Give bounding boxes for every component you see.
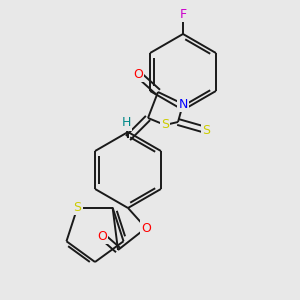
Text: O: O: [133, 68, 143, 80]
Text: S: S: [161, 118, 169, 131]
Text: O: O: [141, 221, 151, 235]
Text: N: N: [178, 98, 188, 110]
Text: S: S: [74, 201, 81, 214]
Text: S: S: [202, 124, 210, 136]
Text: O: O: [97, 230, 107, 242]
Text: H: H: [121, 116, 131, 130]
Text: F: F: [179, 8, 187, 20]
